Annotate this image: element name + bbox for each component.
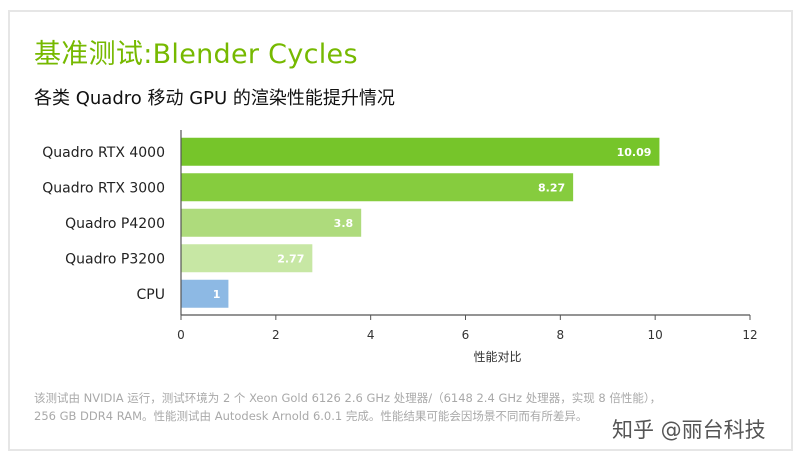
bar-2 xyxy=(181,173,574,202)
category-label-1: Quadro RTX 4000 xyxy=(42,145,165,161)
chart-frame xyxy=(8,10,793,451)
bar-1 xyxy=(181,137,660,166)
x-tick-label-6: 10 xyxy=(648,328,663,342)
chart-subtitle: 各类 Quadro 移动 GPU 的渲染性能提升情况 xyxy=(34,88,395,109)
x-axis-title: 性能对比 xyxy=(473,350,521,364)
bar-value-label-1: 10.09 xyxy=(617,146,652,159)
bar-value-label-3: 3.8 xyxy=(334,217,354,230)
category-label-2: Quadro RTX 3000 xyxy=(42,180,165,196)
bar-value-label-5: 1 xyxy=(213,288,221,301)
footnote-line-1: 该测试由 NVIDIA 运行，测试环境为 2 个 Xeon Gold 6126 … xyxy=(34,391,662,405)
category-label-4: Quadro P3200 xyxy=(65,251,165,267)
x-tick-label-1: 0 xyxy=(177,328,185,342)
category-label-5: CPU xyxy=(137,287,165,303)
x-tick-label-2: 2 xyxy=(272,328,280,342)
bar-5 xyxy=(181,279,229,308)
page-title: 基准测试:Blender Cycles xyxy=(34,39,358,70)
footnote: 该测试由 NVIDIA 运行，测试环境为 2 个 Xeon Gold 6126 … xyxy=(34,389,774,425)
x-tick-label-7: 12 xyxy=(742,328,757,342)
x-tick-label-5: 8 xyxy=(557,328,565,342)
bar-4 xyxy=(181,244,313,273)
footnote-line-2: 256 GB DDR4 RAM。性能测试由 Autodesk Arnold 6.… xyxy=(34,409,588,423)
x-tick-label-4: 6 xyxy=(462,328,470,342)
bar-3 xyxy=(181,208,362,237)
watermark-text: 知乎 @丽台科技 xyxy=(612,418,766,442)
category-label-3: Quadro P4200 xyxy=(65,216,165,232)
bar-value-label-4: 2.77 xyxy=(277,252,304,265)
x-tick-label-3: 4 xyxy=(367,328,375,342)
bar-value-label-2: 8.27 xyxy=(538,181,565,194)
